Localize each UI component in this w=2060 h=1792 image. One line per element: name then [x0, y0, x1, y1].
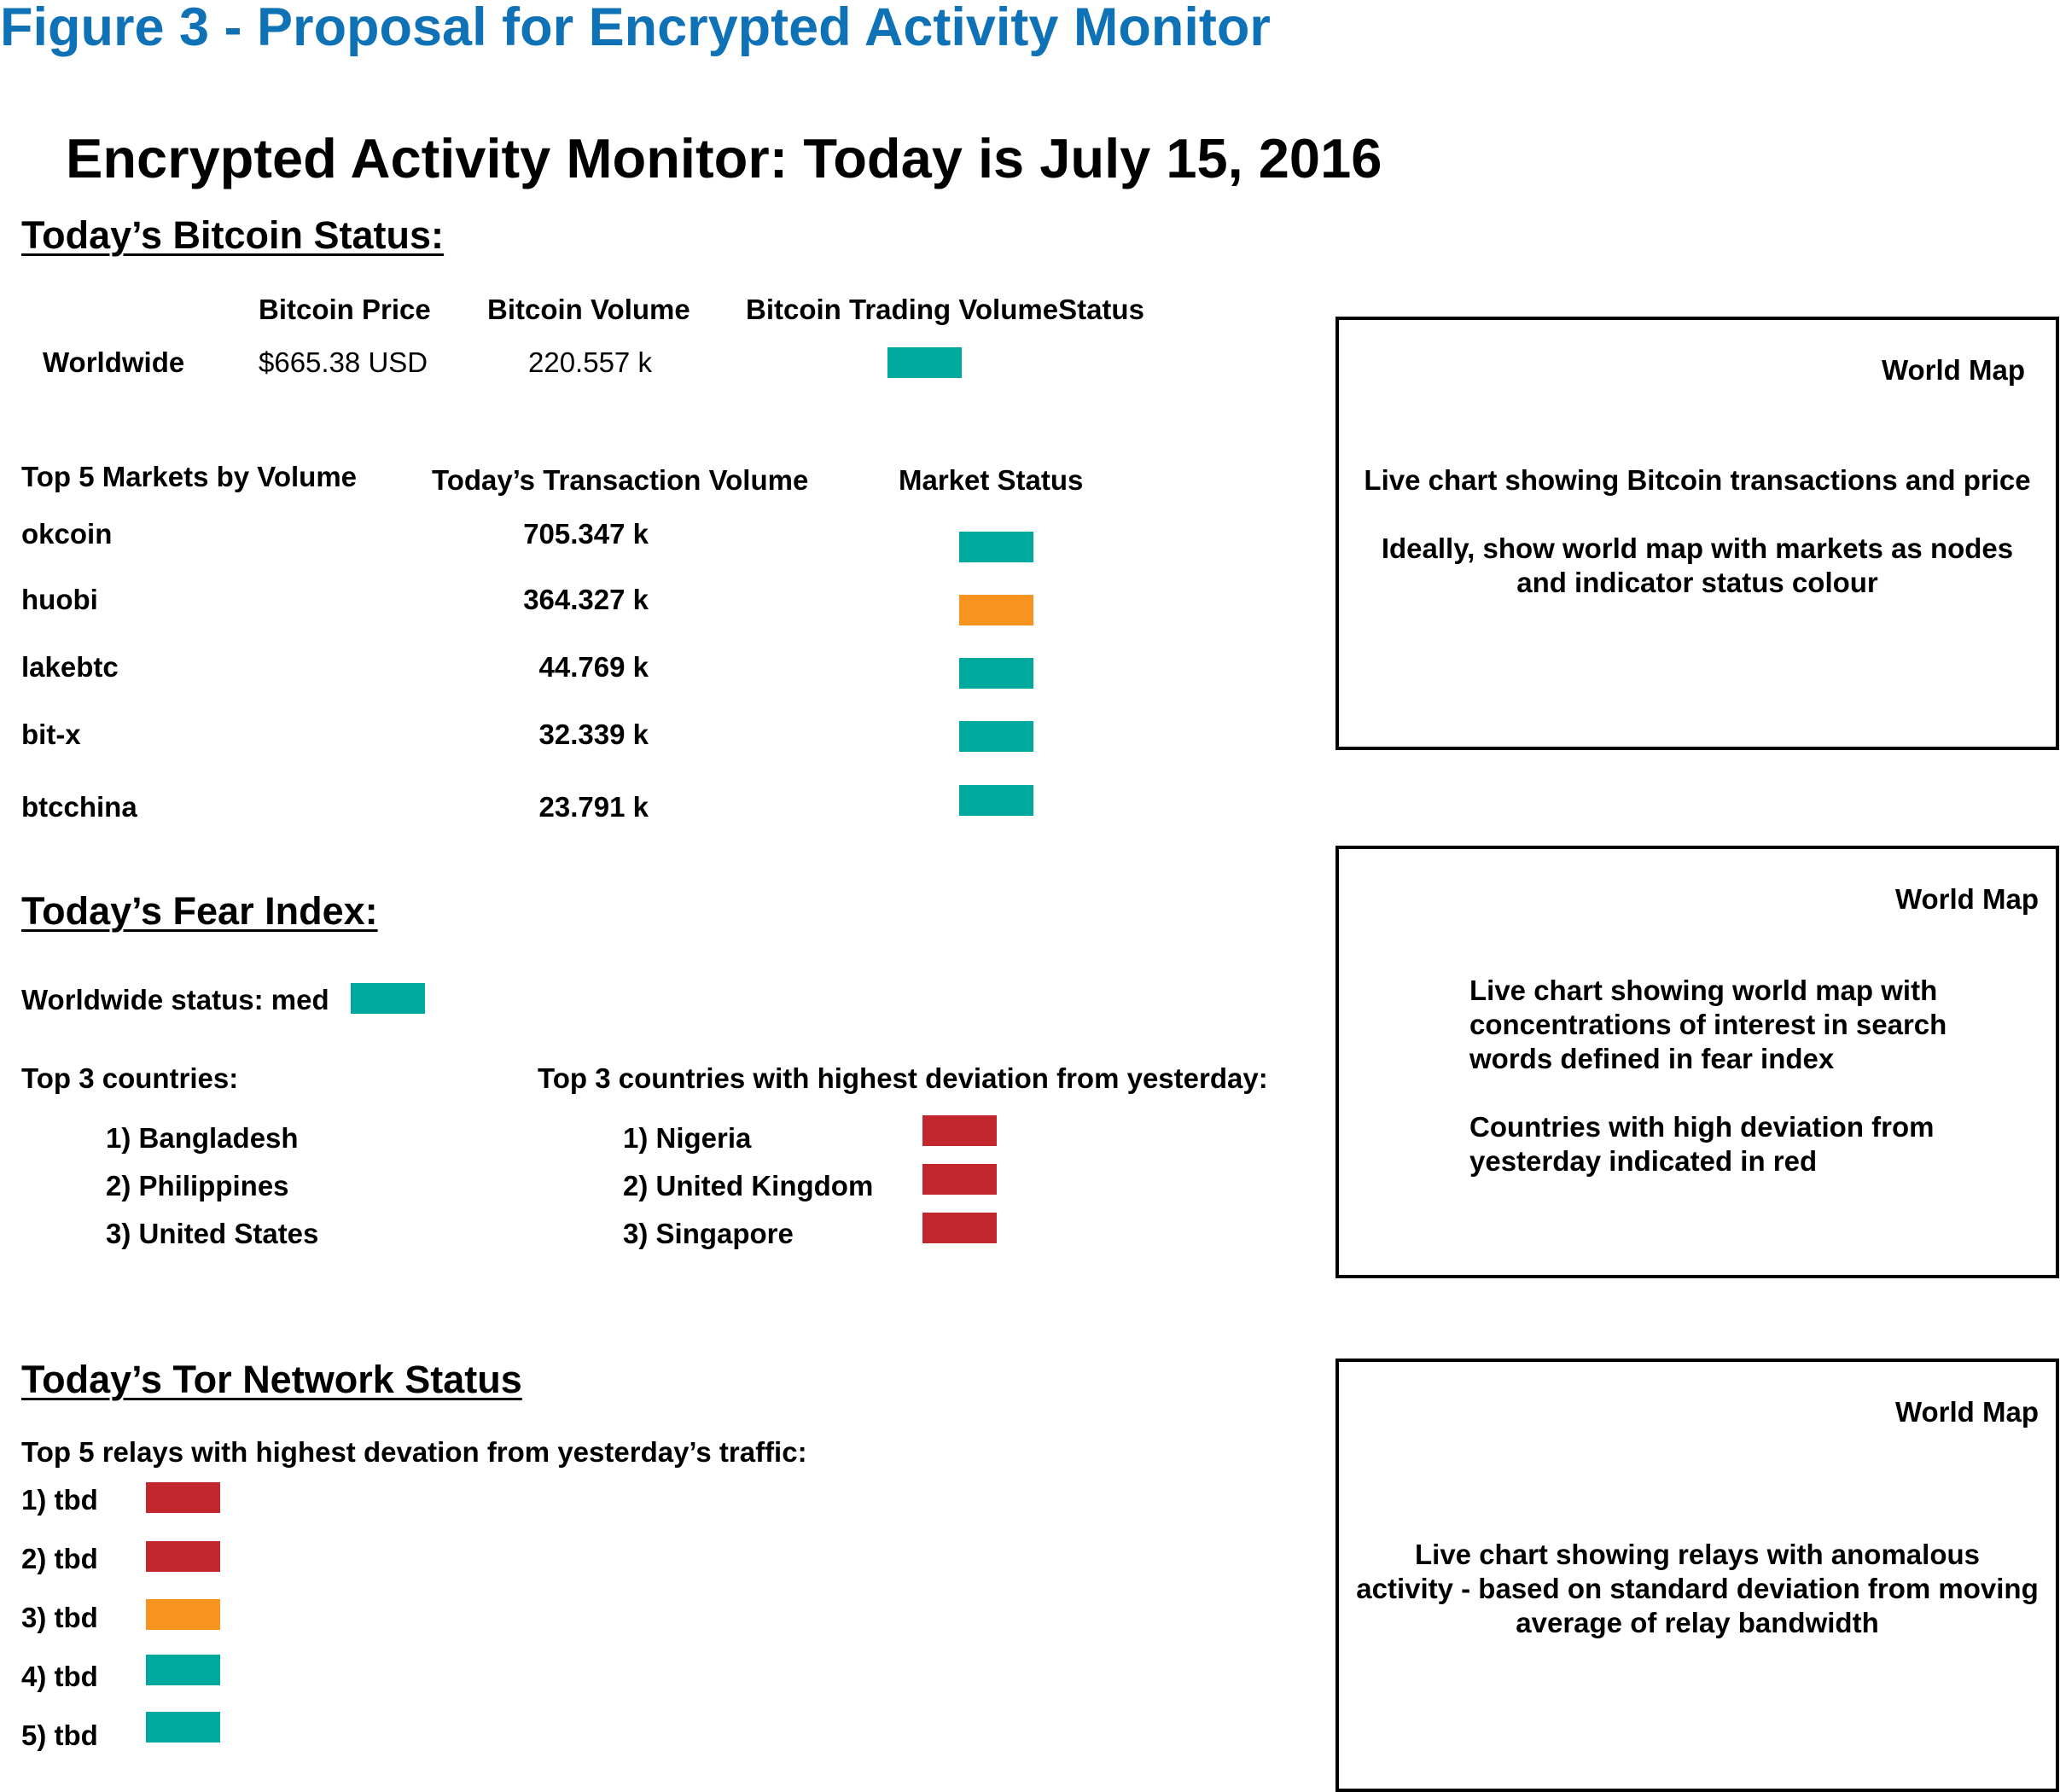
- fear-worldwide-status: Worldwide status: med: [21, 984, 329, 1015]
- deviation-country: 1) Nigeria: [623, 1122, 752, 1154]
- panel-title: World Map: [1894, 883, 2039, 915]
- deviation-status-indicator: [922, 1164, 997, 1195]
- relay-status-indicator: [146, 1482, 220, 1513]
- relay-name: 3) tbd: [21, 1602, 98, 1633]
- panel-description: Live chart showing Bitcoin transactions …: [1364, 464, 2031, 598]
- panel-title: World Map: [1881, 354, 2025, 386]
- market-name: btcchina: [21, 791, 137, 823]
- market-name: lakebtc: [21, 651, 119, 683]
- deviation-status-indicator: [922, 1213, 997, 1243]
- top-country: 2) Philippines: [106, 1170, 289, 1201]
- market-volume: 364.327 k: [523, 584, 649, 615]
- relay-name: 2) tbd: [21, 1543, 98, 1574]
- top-country: 1) Bangladesh: [106, 1122, 299, 1154]
- relay-status-indicator: [146, 1712, 220, 1743]
- fear-worldwide-status-indicator: [351, 983, 425, 1014]
- markets-status-header: Market Status: [899, 464, 1084, 496]
- bitcoin-volume-status-indicator: [887, 347, 962, 378]
- relay-status-indicator: [146, 1655, 220, 1685]
- relay-status-indicator: [146, 1599, 220, 1630]
- figure-title: Figure 3 - Proposal for Encrypted Activi…: [0, 0, 1271, 57]
- relay-name: 4) tbd: [21, 1661, 98, 1692]
- tor-section-title: Today’s Tor Network Status: [21, 1358, 522, 1401]
- relay-name: 5) tbd: [21, 1719, 98, 1751]
- market-status-indicator: [959, 532, 1033, 562]
- market-name: huobi: [21, 584, 98, 615]
- bitcoin-world-map-panel: World Map Live chart showing Bitcoin tra…: [1336, 317, 2059, 750]
- top-country: 3) United States: [106, 1218, 319, 1249]
- market-volume: 705.347 k: [523, 518, 649, 550]
- panel-description: Live chart showing relays with anomalous…: [1356, 1539, 2039, 1638]
- market-status-indicator: [959, 658, 1033, 689]
- market-status-indicator: [959, 721, 1033, 752]
- bitcoin-price-value: $665.38 USD: [259, 346, 428, 378]
- market-status-indicator: [959, 785, 1033, 816]
- market-name: okcoin: [21, 518, 113, 550]
- market-volume: 44.769 k: [538, 651, 649, 683]
- panel-description: Live chart showing world map with concen…: [1469, 975, 1947, 1177]
- market-volume: 23.791 k: [538, 791, 649, 823]
- bitcoin-volume-header: Bitcoin Volume: [487, 294, 690, 325]
- relay-name: 1) tbd: [21, 1484, 98, 1516]
- markets-volume-header: Today’s Transaction Volume: [432, 464, 809, 496]
- deviation-country: 2) United Kingdom: [623, 1170, 874, 1201]
- relay-status-indicator: [146, 1541, 220, 1572]
- tor-relays-label: Top 5 relays with highest devation from …: [21, 1436, 807, 1468]
- market-status-indicator: [959, 595, 1033, 625]
- tor-world-map-panel: World Map Live chart showing relays with…: [1336, 1359, 2059, 1792]
- bitcoin-section-title: Today’s Bitcoin Status:: [21, 213, 445, 257]
- bitcoin-region: Worldwide: [43, 346, 185, 378]
- market-volume: 32.339 k: [538, 719, 649, 750]
- market-name: bit-x: [21, 719, 81, 750]
- fear-section-title: Today’s Fear Index:: [21, 889, 378, 933]
- markets-name-header: Top 5 Markets by Volume: [21, 461, 358, 492]
- deviation-countries-label: Top 3 countries with highest deviation f…: [538, 1062, 1268, 1094]
- deviation-status-indicator: [922, 1115, 997, 1146]
- bitcoin-status-header: Bitcoin Trading VolumeStatus: [746, 294, 1144, 325]
- bitcoin-price-header: Bitcoin Price: [259, 294, 431, 325]
- bitcoin-volume-value: 220.557 k: [528, 346, 652, 378]
- deviation-country: 3) Singapore: [623, 1218, 794, 1249]
- page-title: Encrypted Activity Monitor: Today is Jul…: [66, 127, 1382, 189]
- fear-world-map-panel: World Map Live chart showing world map w…: [1336, 846, 2059, 1278]
- top3-countries-label: Top 3 countries:: [21, 1062, 239, 1094]
- panel-title: World Map: [1894, 1396, 2039, 1428]
